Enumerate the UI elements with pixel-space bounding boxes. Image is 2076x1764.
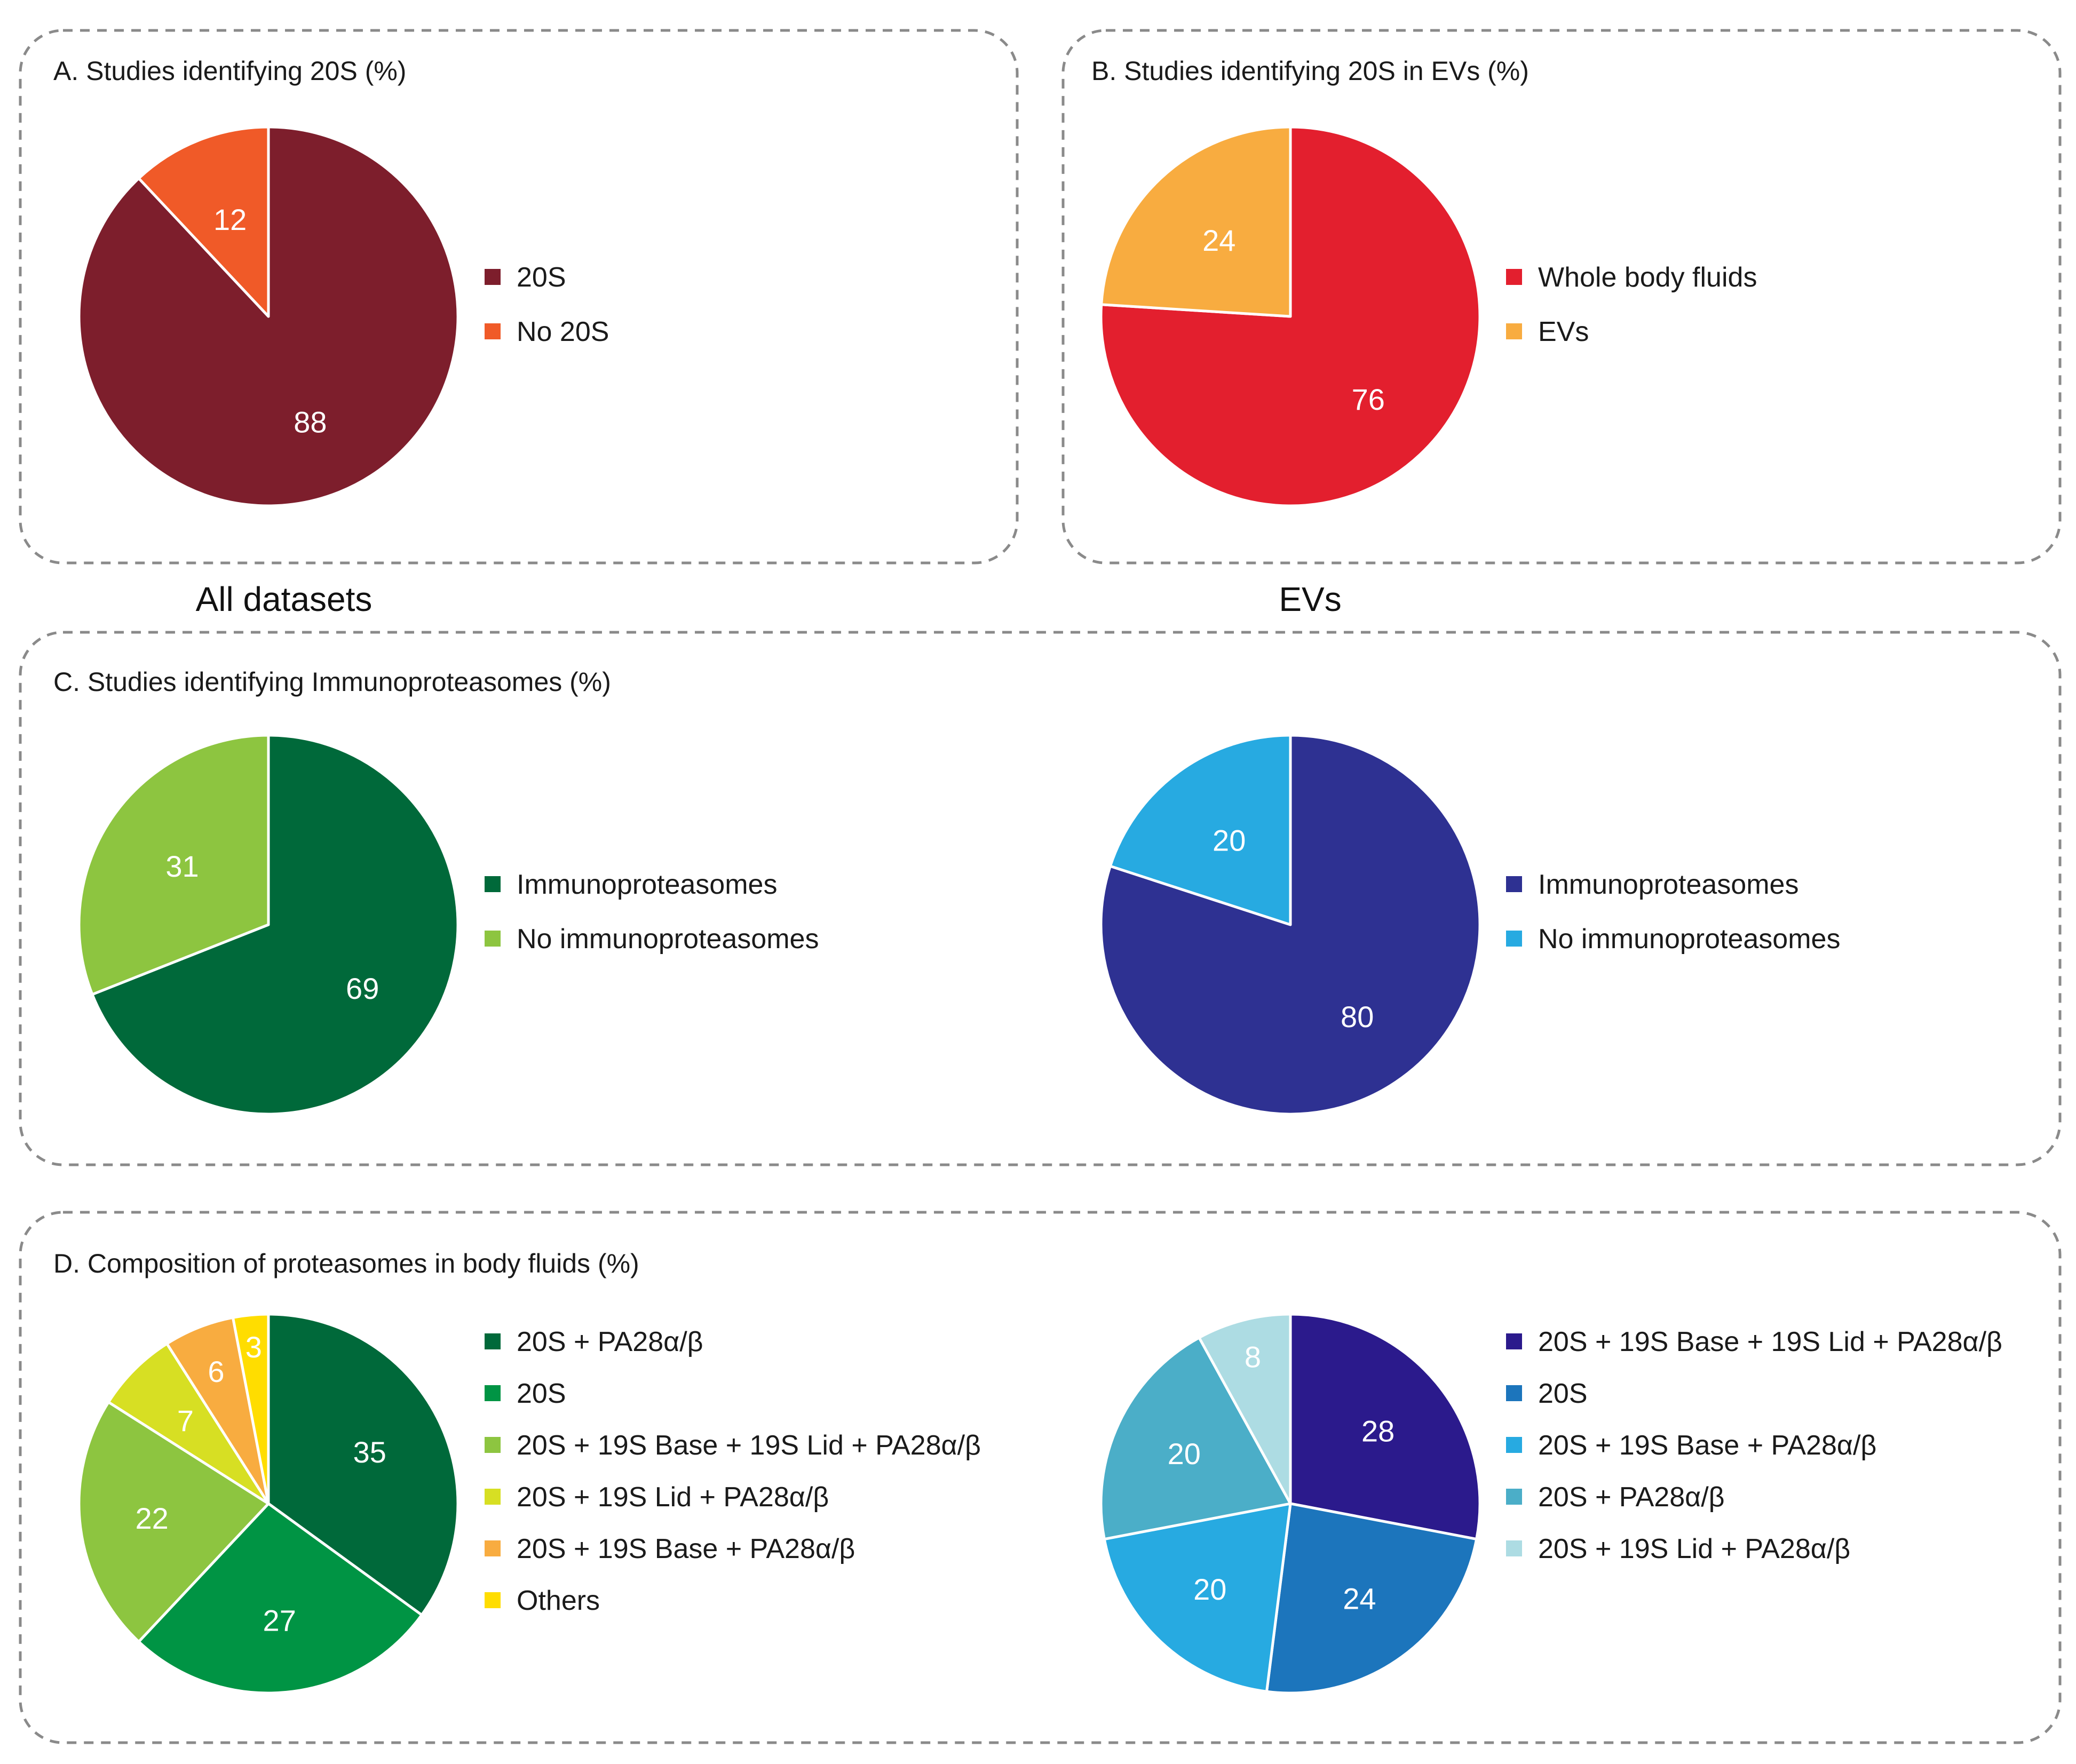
slice-label-d1-0: 35: [353, 1435, 386, 1469]
panel-c-box: [19, 631, 2062, 1166]
legend-swatch-c1-1: [485, 931, 501, 947]
slice-label-d2-3: 20: [1168, 1437, 1201, 1471]
slice-label-c1-0: 69: [346, 972, 379, 1005]
slice-label-d1-5: 3: [245, 1330, 262, 1364]
legend-label-d1-5: Others: [517, 1585, 600, 1616]
pie-slice-b-1: [1100, 125, 1292, 318]
section-label-all-datasets: All datasets: [196, 580, 373, 618]
pie-chart-c-all-datasets: 69 31 Immunoproteasomes No immunoproteasome…: [77, 734, 819, 1116]
pie-chart-c-evs: 80 20 Immunoproteasomes No immunoproteasome…: [1099, 734, 1840, 1116]
slice-label-d2-0: 28: [1361, 1415, 1394, 1448]
legend-label-d1-0: 20S + PA28α/β: [517, 1326, 703, 1357]
slice-label-b-0: 76: [1352, 383, 1385, 416]
slice-label-c1-1: 31: [165, 849, 199, 883]
legend-swatch-c2-1: [1506, 931, 1522, 947]
legend-label-d2-3: 20S + PA28α/β: [1538, 1482, 1725, 1513]
legend-swatch-d1-5: [485, 1592, 501, 1608]
legend-swatch-d2-1: [1506, 1385, 1522, 1401]
legend-label-d1-1: 20S: [517, 1378, 566, 1409]
pie-slice-d1-3: [107, 1342, 270, 1505]
legend-label-b-1: EVs: [1538, 316, 1589, 347]
legend-swatch-b-0: [1506, 269, 1522, 285]
legend-label-c1-0: Immunoproteasomes: [517, 869, 777, 900]
panel-c-title: C. Studies identifying Immunoproteasomes…: [53, 667, 611, 697]
pie-slice-d2-0: [1289, 1313, 1481, 1541]
legend-swatch-d1-0: [485, 1333, 501, 1349]
pie-slice-d1-0: [267, 1313, 459, 1617]
legend-swatch-d1-3: [485, 1489, 501, 1505]
pie-chart-d-evs: 28 24 20 20 8 20S + 19S Base + 19S Lid + PA28…: [1099, 1313, 2002, 1695]
pie-chart-a: 88 12 20S No 20S: [77, 125, 609, 507]
panel-d-title: D. Composition of proteasomes in body fl…: [53, 1249, 639, 1278]
panel-b-title: B. Studies identifying 20S in EVs (%): [1091, 56, 1529, 86]
slice-label-d1-2: 22: [135, 1501, 168, 1535]
legend-label-d2-1: 20S: [1538, 1378, 1588, 1409]
legend-swatch-d2-4: [1506, 1540, 1522, 1556]
slice-label-d2-1: 24: [1343, 1582, 1376, 1616]
panel-a-box: [19, 29, 1019, 565]
pie-slice-d1-2: [77, 1401, 270, 1643]
pie-slice-d1-1: [137, 1502, 423, 1695]
slice-label-d1-1: 27: [263, 1604, 296, 1638]
pie-chart-b: 76 24 Whole body fluids EVs: [1099, 125, 1757, 507]
pie-slice-c2-1: [1108, 734, 1292, 926]
panel-b-box: [1061, 29, 2062, 565]
legend-swatch-b-1: [1506, 323, 1522, 339]
panel-a-title: A. Studies identifying 20S (%): [53, 56, 406, 86]
legend-label-d2-2: 20S + 19S Base + PA28α/β: [1538, 1430, 1876, 1461]
legend-label-a-0: 20S: [517, 262, 566, 293]
legend-label-d2-0: 20S + 19S Base + 19S Lid + PA28α/β: [1538, 1326, 2002, 1357]
pie-slice-d2-1: [1265, 1502, 1478, 1695]
pie-slice-d2-3: [1099, 1336, 1292, 1541]
pie-slice-c1-1: [77, 734, 270, 996]
pie-slice-c1-0: [91, 734, 459, 1116]
pie-slice-d1-5: [231, 1313, 270, 1505]
legend-label-b-0: Whole body fluids: [1538, 262, 1757, 293]
legend-swatch-d1-1: [485, 1385, 501, 1401]
legend-label-c1-1: No immunoproteasomes: [517, 924, 819, 955]
slice-label-a-1: 12: [213, 203, 247, 236]
slice-label-d1-4: 6: [208, 1355, 224, 1388]
slice-label-a-0: 88: [294, 406, 327, 439]
legend-swatch-c2-0: [1506, 876, 1522, 892]
slice-label-d2-4: 8: [1245, 1340, 1261, 1373]
legend-swatch-c1-0: [485, 876, 501, 892]
slice-label-d2-2: 20: [1193, 1572, 1226, 1606]
legend-label-a-1: No 20S: [517, 316, 609, 347]
legend-label-c2-1: No immunoproteasomes: [1538, 924, 1840, 955]
pie-slice-c2-0: [1099, 734, 1481, 1116]
pie-slice-d1-4: [165, 1316, 270, 1505]
legend-label-c2-0: Immunoproteasomes: [1538, 869, 1798, 900]
legend-label-d1-4: 20S + 19S Base + PA28α/β: [517, 1533, 855, 1564]
panel-d-box: [19, 1211, 2062, 1744]
slice-label-c2-0: 80: [1341, 1000, 1374, 1034]
pie-slice-d2-4: [1198, 1313, 1292, 1505]
legend-label-d1-2: 20S + 19S Base + 19S Lid + PA28α/β: [517, 1430, 981, 1461]
legend-swatch-d1-4: [485, 1540, 501, 1556]
legend-swatch-a-0: [485, 269, 501, 285]
pie-chart-d-all-datasets: 35 27 22 763 20S + PA28α/β 20S 20S + 19S Base …: [77, 1313, 981, 1695]
slice-label-d1-3: 7: [177, 1404, 194, 1437]
pie-slice-d2-2: [1103, 1502, 1292, 1693]
section-label-evs: EVs: [1279, 580, 1341, 618]
slice-label-c2-1: 20: [1213, 824, 1246, 857]
pie-slice-a-1: [137, 125, 270, 318]
legend-swatch-d2-2: [1506, 1437, 1522, 1453]
legend-label-d2-4: 20S + 19S Lid + PA28α/β: [1538, 1533, 1850, 1564]
legend-swatch-d2-3: [1506, 1489, 1522, 1505]
legend-label-d1-3: 20S + 19S Lid + PA28α/β: [517, 1482, 829, 1513]
slice-label-b-1: 24: [1202, 224, 1235, 257]
legend-swatch-a-1: [485, 323, 501, 339]
legend-swatch-d1-2: [485, 1437, 501, 1453]
legend-swatch-d2-0: [1506, 1333, 1522, 1349]
